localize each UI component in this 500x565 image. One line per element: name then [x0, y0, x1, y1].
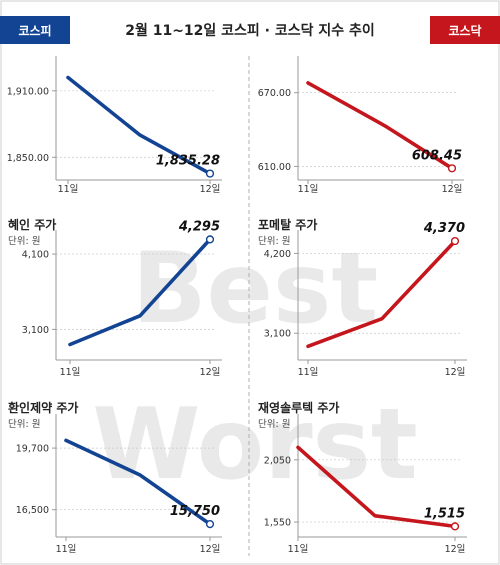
kospi-badge: 코스피 [18, 23, 51, 38]
end-point-marker [450, 522, 460, 531]
end-value-label: 608.45 [412, 148, 462, 163]
kosdaq-badge: 코스닥 [448, 23, 481, 38]
kosdaq-badge-bg [430, 16, 500, 44]
panel-unit: 단위: 원 [8, 418, 40, 430]
x-tick-label: 11일 [298, 184, 319, 195]
y-tick-label: 1,550 [264, 518, 291, 529]
y-tick-label: 4,200 [264, 249, 291, 260]
y-tick-label: 3,100 [22, 325, 49, 336]
series-line [66, 75, 212, 176]
end-value-label: 15,750 [170, 504, 220, 519]
chart-panel-1: 1,910.00 1,850.00 11일 12일 1,835.28 [7, 56, 222, 195]
end-point-marker [450, 236, 460, 246]
end-value-label: 4,370 [423, 221, 465, 236]
y-tick-label: 19,700 [16, 444, 49, 455]
y-tick-label: 16,500 [16, 505, 49, 516]
series-line [64, 438, 212, 526]
chart-panel-2: 670.00 610.00 11일 12일 608.45 [258, 56, 464, 195]
end-point-marker [205, 169, 215, 178]
end-value-label: 1,515 [424, 506, 465, 521]
series-line [296, 445, 457, 529]
panel-title: 포메탈 주가 [258, 217, 317, 232]
y-tick-label: 610.00 [258, 162, 291, 173]
y-tick-label: 1,910.00 [7, 86, 49, 97]
kospi-badge-bg [0, 16, 70, 44]
y-tick-label: 2,050 [264, 455, 291, 466]
page-title: 2월 11~12일 코스피 · 코스닥 지수 추이 [125, 22, 375, 39]
watermark-best: Best [132, 232, 378, 346]
end-point-marker [447, 164, 457, 173]
y-tick-label: 4,100 [22, 250, 49, 261]
panel-unit: 단위: 원 [258, 418, 290, 430]
x-tick-label: 11일 [60, 367, 81, 378]
end-point-marker [205, 520, 215, 529]
panel-unit: 단위: 원 [8, 235, 40, 247]
series-line [68, 237, 212, 347]
x-tick-label: 12일 [442, 184, 463, 195]
x-tick-label: 12일 [200, 544, 221, 555]
x-tick-label: 12일 [445, 544, 466, 555]
x-tick-label: 11일 [298, 367, 319, 378]
end-value-label: 4,295 [178, 219, 220, 234]
x-tick-label: 12일 [445, 367, 466, 378]
x-tick-label: 12일 [200, 367, 221, 378]
panel-title: 혜인 주가 [8, 217, 56, 232]
y-tick-label: 3,100 [264, 329, 291, 340]
y-tick-label: 1,850.00 [7, 153, 49, 164]
x-tick-label: 11일 [58, 184, 79, 195]
x-tick-label: 12일 [200, 184, 221, 195]
x-tick-label: 11일 [288, 544, 309, 555]
watermark-worst: Worst [92, 388, 417, 502]
panel-title: 환인제약 주가 [8, 400, 78, 415]
series-line [306, 239, 457, 349]
end-point-marker [205, 235, 215, 244]
panel-title: 재영솔루텍 주가 [258, 400, 339, 415]
end-value-label: 1,835.28 [156, 154, 220, 169]
series-line [306, 81, 454, 171]
x-tick-label: 11일 [56, 544, 77, 555]
y-tick-label: 670.00 [258, 88, 291, 99]
panel-unit: 단위: 원 [258, 235, 290, 247]
